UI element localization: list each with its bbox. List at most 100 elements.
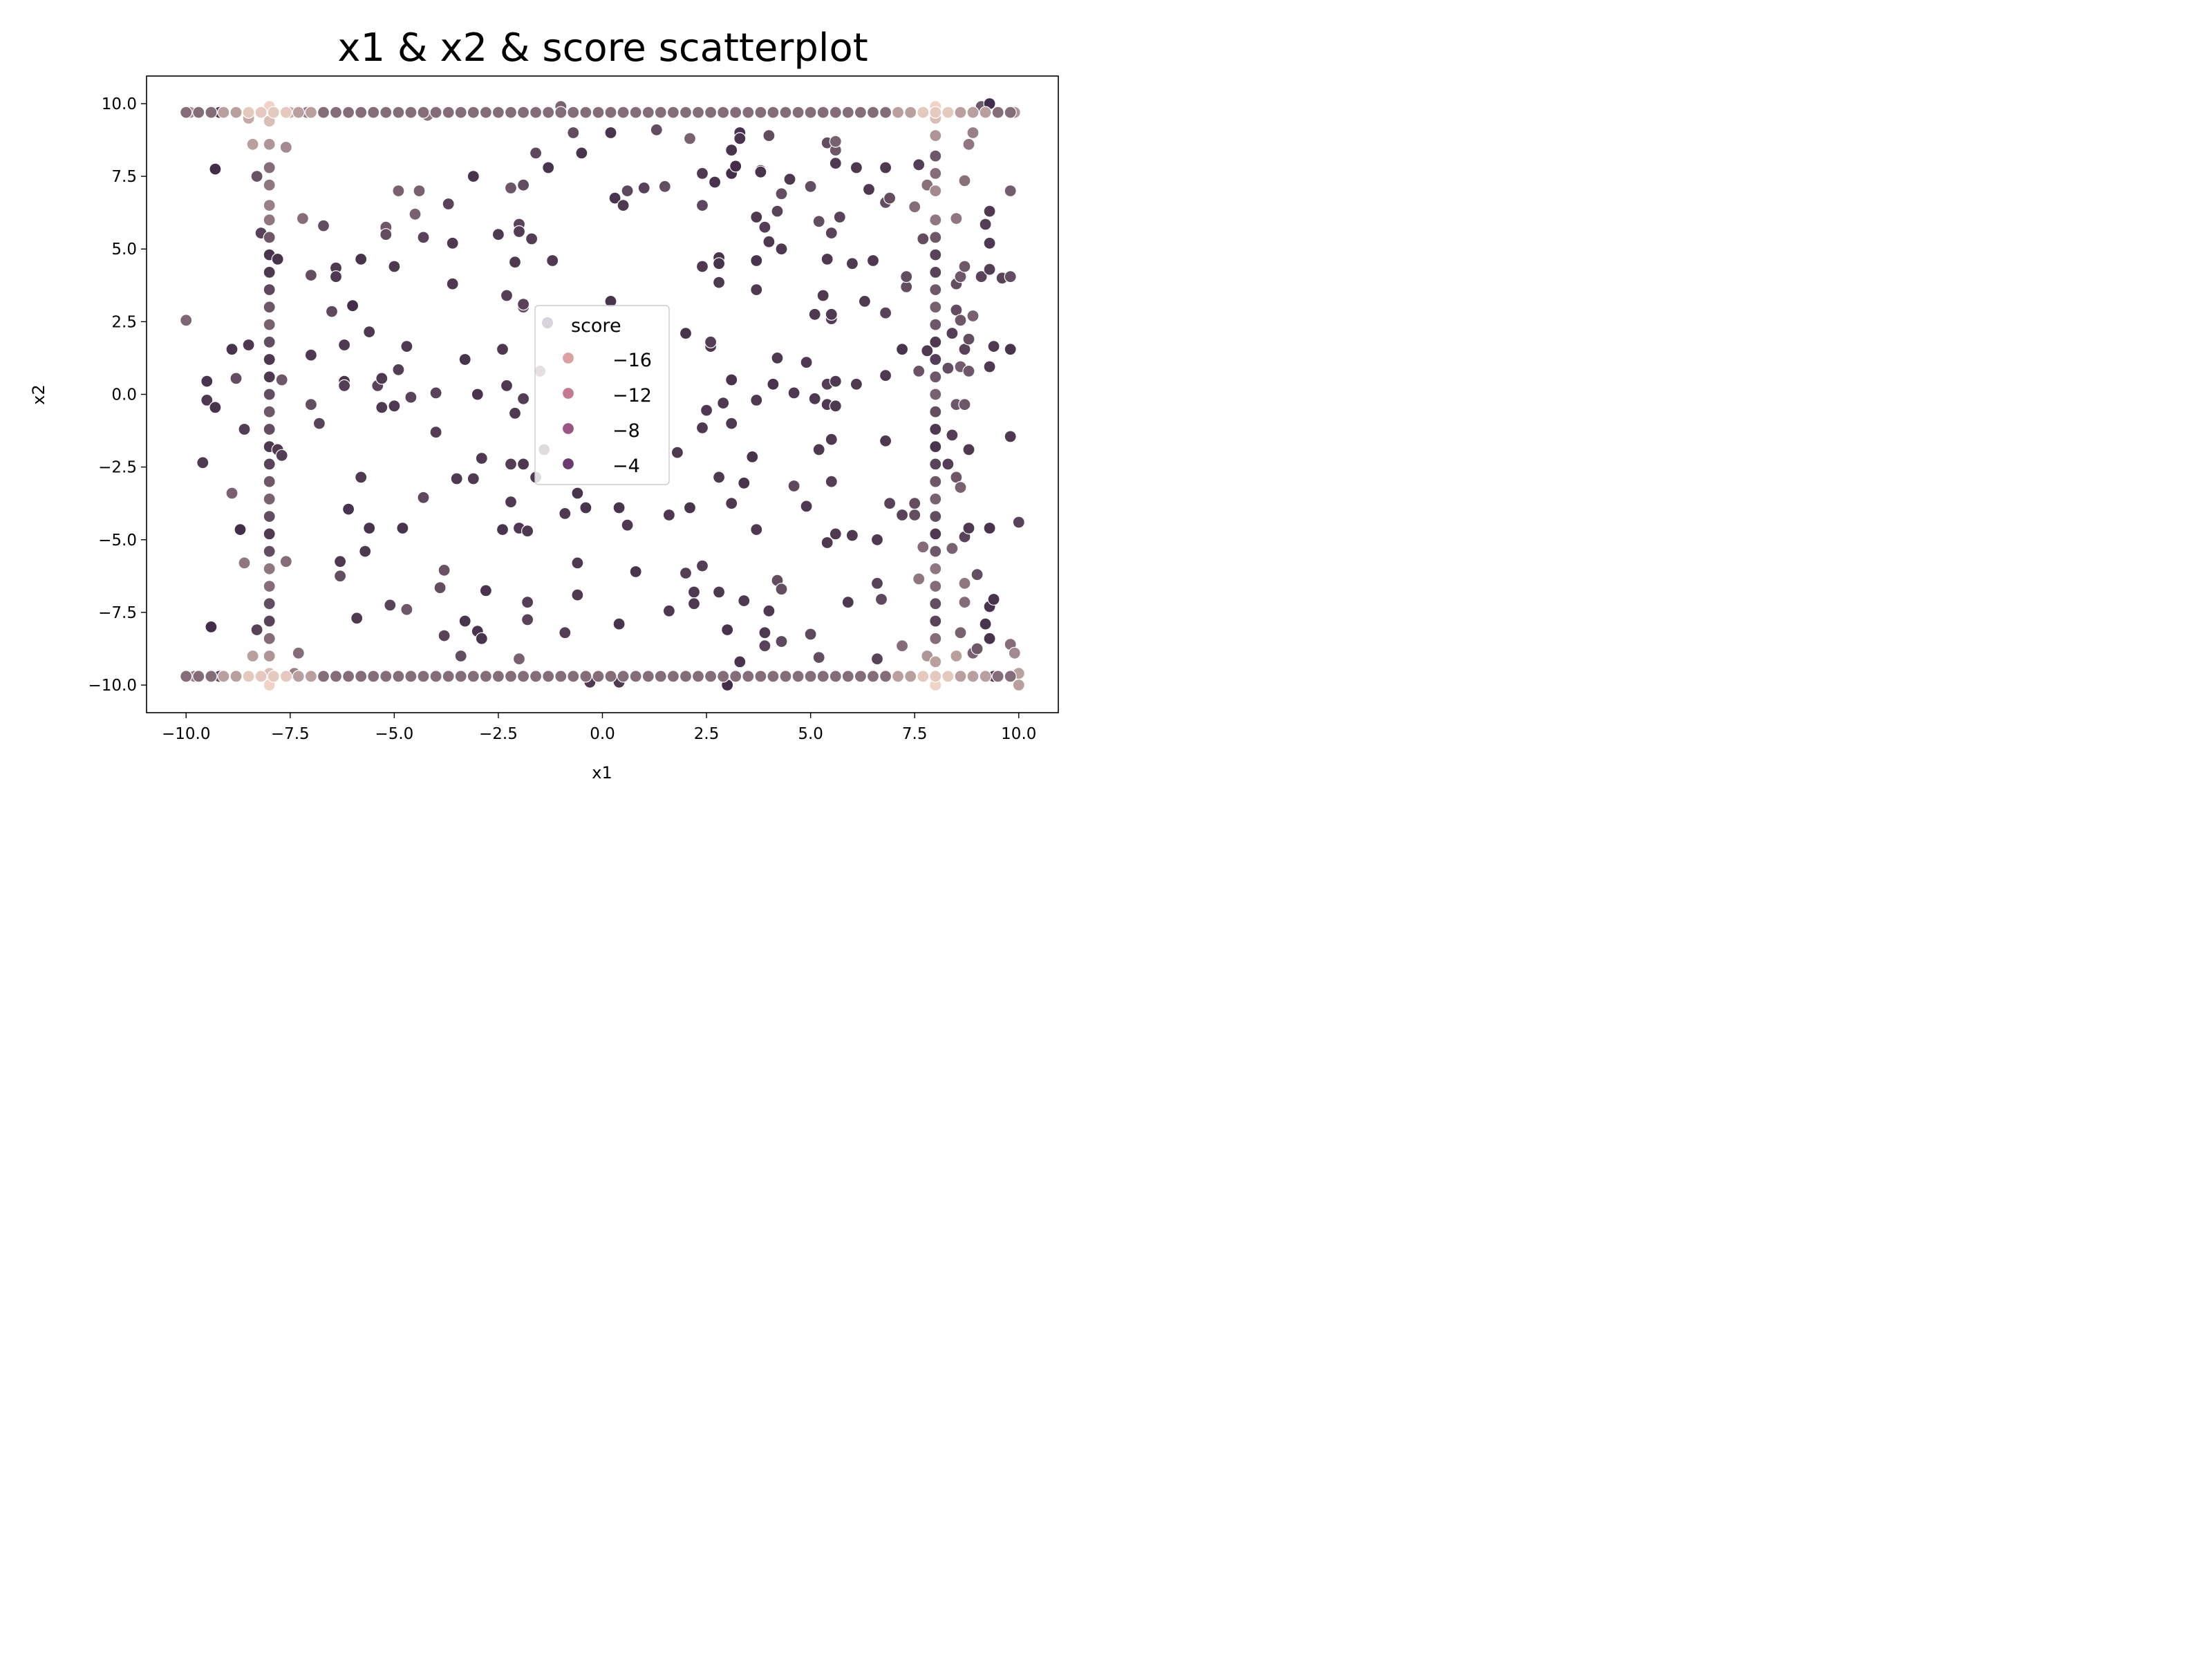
data-point (742, 106, 755, 119)
data-point (883, 191, 897, 205)
data-point (733, 132, 747, 145)
data-point (712, 471, 726, 484)
data-point (200, 375, 214, 388)
data-point (363, 521, 376, 535)
data-point (400, 603, 413, 616)
data-point (742, 670, 755, 683)
data-point (691, 106, 705, 119)
data-point (679, 327, 693, 340)
data-point (229, 670, 243, 683)
data-point (512, 653, 526, 666)
data-point (966, 126, 980, 140)
data-point (504, 106, 518, 119)
data-point (929, 388, 942, 401)
data-point (375, 372, 388, 385)
data-point (342, 503, 355, 516)
data-point (900, 270, 913, 283)
data-point (954, 670, 967, 683)
data-point (762, 129, 776, 142)
data-point (845, 257, 859, 270)
legend-box (534, 305, 670, 485)
data-point (895, 343, 909, 356)
data-point (567, 670, 580, 683)
data-point (904, 670, 917, 683)
data-point (929, 335, 942, 348)
legend-title: score (571, 315, 621, 337)
data-point (200, 393, 214, 407)
data-point (908, 508, 921, 522)
data-point (1004, 430, 1017, 443)
data-point (579, 670, 592, 683)
data-point (829, 400, 842, 413)
data-point (929, 579, 942, 593)
data-point (929, 248, 942, 261)
data-point (821, 252, 834, 265)
data-point (895, 639, 909, 653)
data-point (654, 106, 667, 119)
data-point (929, 149, 942, 162)
data-point (512, 225, 526, 238)
data-point (779, 106, 792, 119)
data-point (225, 487, 238, 500)
data-point (246, 138, 259, 151)
data-point (225, 343, 238, 356)
data-point (929, 562, 942, 575)
data-point (346, 299, 359, 312)
data-point (929, 458, 942, 471)
data-point (816, 670, 830, 683)
data-point (263, 579, 276, 593)
data-point (267, 670, 280, 683)
data-point (641, 670, 655, 683)
data-point (559, 626, 572, 639)
data-point (929, 231, 942, 244)
data-point (542, 106, 555, 119)
data-point (229, 372, 243, 385)
data-point (917, 541, 930, 554)
legend-entry-label: −16 (612, 350, 652, 371)
data-point (479, 670, 493, 683)
data-point (845, 529, 859, 542)
data-point (874, 592, 888, 606)
data-point (263, 283, 276, 297)
data-point (637, 181, 650, 194)
data-point (238, 422, 251, 436)
data-point (687, 597, 701, 610)
data-point (329, 106, 343, 119)
x-tick-label: 7.5 (902, 725, 928, 743)
data-point (467, 106, 480, 119)
data-point (1004, 185, 1017, 198)
data-point (954, 314, 967, 327)
data-point (454, 106, 467, 119)
data-point (575, 147, 588, 160)
data-point (629, 565, 642, 579)
data-point (941, 106, 955, 119)
data-point (491, 106, 505, 119)
data-point (279, 670, 292, 683)
data-point (604, 126, 617, 140)
data-point (263, 562, 276, 575)
data-point (929, 371, 942, 384)
data-point (804, 628, 817, 641)
data-point (438, 629, 451, 642)
data-point (400, 340, 413, 353)
data-point (571, 487, 584, 500)
data-point (929, 353, 942, 366)
data-point (762, 235, 776, 248)
data-point (750, 393, 763, 407)
data-point (621, 518, 634, 532)
data-point (454, 670, 467, 683)
data-point (250, 623, 263, 637)
data-point (471, 388, 484, 401)
x-tick-label: −2.5 (479, 725, 518, 743)
y-tick-label: −2.5 (98, 459, 137, 477)
data-point (771, 205, 784, 218)
data-point (712, 585, 726, 599)
x-tick-label: 10.0 (1001, 725, 1036, 743)
x-axis-label: x1 (592, 763, 612, 782)
data-point (180, 670, 193, 683)
data-point (829, 106, 842, 119)
legend-marker (561, 457, 575, 471)
data-point (879, 670, 892, 683)
data-point (800, 500, 813, 513)
data-point (263, 161, 276, 174)
